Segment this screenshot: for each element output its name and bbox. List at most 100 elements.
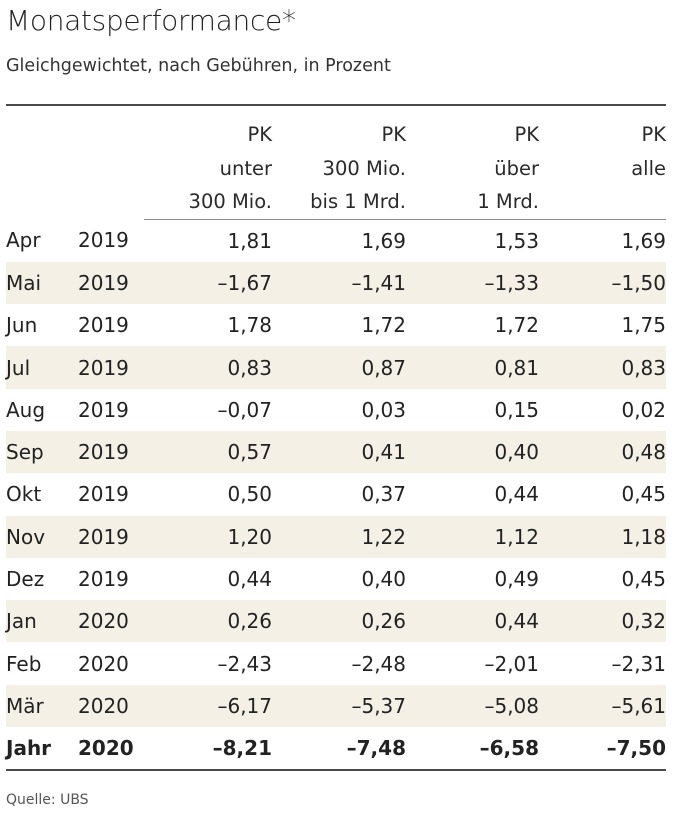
value-cell: –2,31	[611, 651, 666, 676]
value-cell: –2,48	[351, 651, 406, 676]
value-cell: –8,21	[144, 727, 272, 772]
value-cell: 0,45	[621, 482, 666, 507]
year-cell: 2020	[78, 651, 129, 676]
month-cell: Jan	[6, 600, 78, 643]
year-cell: 2019	[78, 228, 129, 253]
table-row: Okt 2019 0,50 0,37 0,44 0,45	[6, 473, 666, 515]
value-cell: 0,50	[227, 482, 272, 507]
year-cell: 2019	[78, 567, 129, 592]
value-cell: –5,08	[406, 684, 539, 728]
value-cell: –6,17	[144, 684, 272, 728]
value-cell: 1,81	[227, 228, 272, 253]
value-cell: 0,15	[494, 397, 539, 422]
value-cell: 0,83	[539, 346, 666, 389]
month-cell: Feb	[6, 651, 42, 676]
table-row: Apr 2019 1,81 1,69 1,53 1,69	[6, 219, 666, 262]
table-row: Mai 2019 –1,67 –1,41 –1,33 –1,50	[6, 261, 666, 305]
value-cell: 0,87	[272, 346, 406, 389]
value-cell: –0,07	[217, 397, 272, 422]
value-cell: 0,26	[144, 600, 272, 643]
header-blank-year	[78, 108, 144, 219]
value-cell: 0,26	[272, 600, 406, 643]
value-cell: –1,67	[144, 261, 272, 305]
column-header-line: alle	[631, 156, 666, 180]
column-header-line: PK	[381, 123, 406, 146]
source-note: Quelle: UBS	[6, 792, 89, 808]
value-cell: 0,44	[227, 567, 272, 592]
column-header-line: PK	[641, 123, 666, 146]
value-cell: 0,40	[361, 567, 406, 592]
year-cell: 2019	[78, 515, 144, 558]
total-row: Jahr 2020 –8,21 –7,48 –6,58 –7,50	[6, 727, 666, 772]
value-cell: 0,44	[406, 600, 539, 643]
month-cell: Jahr	[6, 727, 78, 772]
month-cell: Aug	[6, 397, 46, 422]
value-cell: 0,49	[494, 567, 539, 592]
year-cell: 2019	[78, 261, 144, 305]
value-cell: 0,45	[621, 567, 666, 592]
table-row: Jul 2019 0,83 0,87 0,81 0,83	[6, 346, 666, 389]
value-cell: –2,43	[217, 651, 272, 676]
value-cell: 0,02	[621, 397, 666, 422]
table-row: Jun 2019 1,78 1,72 1,72 1,75	[6, 304, 666, 346]
table-row: Nov 2019 1,20 1,22 1,12 1,18	[6, 515, 666, 558]
column-header-line: unter	[219, 156, 272, 180]
column-header-pk-unter-300: PK unter 300 Mio.	[144, 108, 272, 220]
column-header-pk-300-bis-1mrd: PK 300 Mio. bis 1 Mrd.	[272, 108, 406, 220]
value-cell: 0,41	[272, 430, 406, 474]
value-cell: 0,44	[494, 482, 539, 507]
value-cell: 1,18	[539, 515, 666, 558]
month-cell: Jun	[6, 313, 38, 338]
chart-subtitle: Gleichgewichtet, nach Gebühren, in Proze…	[6, 56, 391, 76]
value-cell: 0,48	[539, 430, 666, 474]
year-cell: 2019	[78, 346, 144, 389]
column-header-line: bis 1 Mrd.	[310, 190, 406, 213]
value-cell: 1,69	[621, 228, 666, 253]
value-cell: 1,72	[494, 313, 539, 338]
month-cell: Sep	[6, 430, 78, 474]
year-cell: 2020	[78, 727, 144, 772]
chart-title: Monatsperformance*	[6, 4, 296, 37]
table-row: Mär 2020 –6,17 –5,37 –5,08 –5,61	[6, 684, 666, 728]
column-header-pk-ueber-1mrd: PK über 1 Mrd.	[406, 108, 539, 220]
month-cell: Nov	[6, 515, 78, 558]
month-cell: Mai	[6, 261, 78, 305]
header-blank-month	[6, 108, 78, 219]
value-cell: 1,12	[406, 515, 539, 558]
year-cell: 2019	[78, 482, 129, 507]
value-cell: 1,72	[361, 313, 406, 338]
month-cell: Jul	[6, 346, 78, 389]
value-cell: 1,20	[144, 515, 272, 558]
value-cell: –7,50	[539, 727, 666, 772]
value-cell: 0,37	[361, 482, 406, 507]
value-cell: 1,22	[272, 515, 406, 558]
header-row: PK unter 300 Mio. PK 300 Mio. bis 1 Mrd.…	[6, 108, 666, 220]
value-cell: 1,78	[227, 313, 272, 338]
year-cell: 2019	[78, 313, 129, 338]
year-cell: 2019	[78, 430, 144, 474]
value-cell: –1,33	[406, 261, 539, 305]
year-cell: 2020	[78, 684, 144, 728]
top-rule	[6, 104, 666, 106]
value-cell: 0,83	[144, 346, 272, 389]
column-header-pk-alle: PK alle	[539, 108, 666, 220]
month-cell: Mär	[6, 684, 78, 728]
value-cell: 1,53	[494, 228, 539, 253]
value-cell: 0,40	[406, 430, 539, 474]
column-header-line: 300 Mio.	[322, 156, 406, 180]
value-cell: –1,50	[539, 261, 666, 305]
value-cell: –7,48	[272, 727, 406, 772]
value-cell: 0,03	[361, 397, 406, 422]
value-cell: 0,32	[539, 600, 666, 643]
value-cell: 1,75	[621, 313, 666, 338]
column-header-line: PK	[247, 123, 272, 146]
year-cell: 2019	[78, 397, 129, 422]
column-header-line: 300 Mio.	[188, 190, 272, 213]
value-cell: –1,41	[272, 261, 406, 305]
month-cell: Okt	[6, 482, 42, 507]
value-cell: 1,69	[361, 228, 406, 253]
value-cell: –5,61	[539, 684, 666, 728]
table-row: Sep 2019 0,57 0,41 0,40 0,48	[6, 430, 666, 474]
month-cell: Dez	[6, 567, 45, 592]
table-row: Feb 2020 –2,43 –2,48 –2,01 –2,31	[6, 642, 666, 684]
